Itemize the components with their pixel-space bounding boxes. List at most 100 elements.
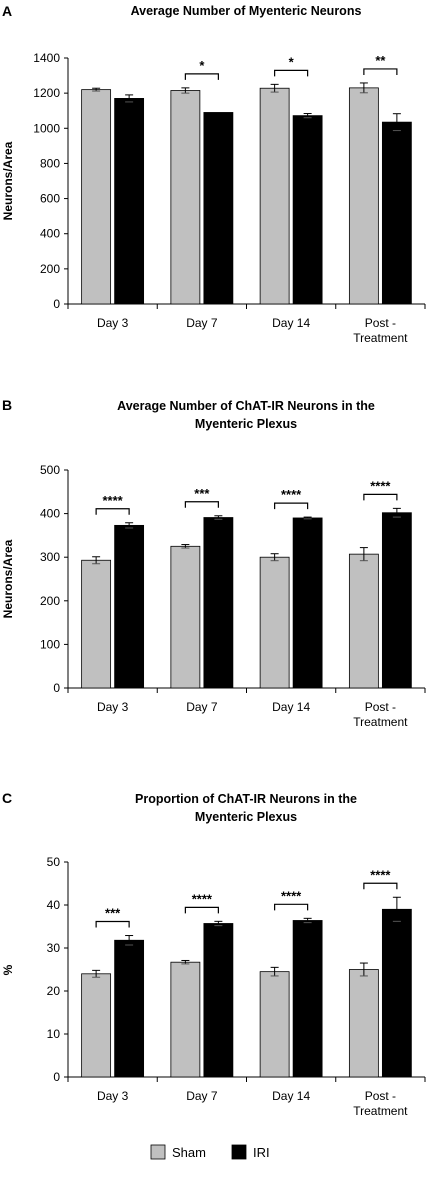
significance-label: ** [375,53,386,68]
chart-panel-a: A Average Number of Myenteric Neurons Neur… [1,3,426,345]
panel-letter: B [2,397,12,413]
significance-label: * [289,54,295,69]
panel-letter: C [2,790,12,806]
bar-sham [259,87,290,305]
bar-iri [114,524,145,689]
chart-panel-b: B Average Number of ChAT-IR Neurons in th… [1,397,426,729]
bar-iri [203,923,234,1078]
bar-iri [292,517,323,689]
y-axis-label: Neurons/Area [1,539,15,618]
bar-iri [114,939,145,1078]
significance-label: **** [370,867,391,882]
significance-bracket [274,502,309,510]
significance-bracket [363,493,398,501]
x-category-label: Day 3 [97,700,129,714]
bar-sham [259,556,290,689]
y-tick-label: 500 [40,463,60,477]
x-category-label: Post - [365,316,396,330]
x-category-label: Day 14 [272,316,310,330]
panel-letter: A [2,3,12,19]
significance-bracket [363,68,398,75]
y-tick-label: 400 [40,507,60,521]
significance-bracket [363,882,398,890]
y-tick-label: 1400 [33,51,60,65]
bar-sham [81,89,112,305]
legend-swatch [150,1144,166,1160]
bar-sham [170,90,201,305]
y-tick-label: 50 [47,855,61,869]
bar-iri [381,908,412,1078]
significance-bracket [95,508,130,515]
y-axis-label: % [1,964,15,975]
bar-iri [203,112,234,305]
significance-label: *** [105,906,121,921]
y-tick-label: 0 [53,1070,60,1084]
significance-bracket [184,73,219,80]
x-category-label: Post - [365,700,396,714]
bar-iri [203,517,234,689]
significance-label: **** [281,888,302,903]
y-tick-label: 0 [53,681,60,695]
significance-bracket [274,903,309,911]
significance-bracket [95,920,130,928]
x-category-label: Day 14 [272,700,310,714]
bar-sham [259,971,290,1078]
legend-label: IRI [253,1145,270,1160]
significance-bracket [184,501,219,508]
y-tick-label: 600 [40,192,60,206]
bar-iri [292,115,323,305]
y-tick-label: 10 [47,1027,61,1041]
chart-title: Myenteric Plexus [195,810,297,824]
significance-label: **** [281,487,302,502]
y-tick-label: 30 [47,941,61,955]
y-tick-label: 400 [40,227,60,241]
bar-sham [170,961,201,1078]
x-category-label: Day 7 [186,700,218,714]
x-category-label: Day 14 [272,1089,310,1103]
y-tick-label: 800 [40,156,60,170]
y-axis-label: Neurons/Area [1,141,15,220]
legend-swatch [231,1144,247,1160]
y-tick-label: 1000 [33,121,60,135]
x-category-label: Treatment [353,331,408,345]
bar-iri [114,98,145,305]
y-tick-label: 40 [47,898,61,912]
chart-title: Average Number of ChAT-IR Neurons in the [117,399,375,413]
x-category-label: Day 7 [186,1089,218,1103]
y-tick-label: 200 [40,594,60,608]
significance-label: *** [194,486,210,501]
x-category-label: Treatment [353,1104,408,1118]
x-category-label: Day 3 [97,1089,129,1103]
legend-label: Sham [172,1145,206,1160]
y-tick-label: 300 [40,550,60,564]
bar-iri [381,512,412,689]
x-category-label: Post - [365,1089,396,1103]
bar-sham [348,553,379,689]
y-tick-label: 20 [47,984,61,998]
bar-sham [348,87,379,305]
bar-iri [292,920,323,1078]
bar-sham [348,969,379,1078]
y-tick-label: 200 [40,262,60,276]
legend: Sham IRI [150,1144,270,1160]
y-tick-label: 1200 [33,86,60,100]
y-tick-label: 0 [53,297,60,311]
significance-label: **** [103,493,124,508]
chart-title: Proportion of ChAT-IR Neurons in the [135,792,357,806]
x-category-label: Day 7 [186,316,218,330]
bar-sham [170,545,201,689]
y-tick-label: 100 [40,637,60,651]
chart-title: Average Number of Myenteric Neurons [131,4,362,18]
bar-sham [81,559,112,689]
significance-bracket [184,906,219,914]
x-category-label: Day 3 [97,316,129,330]
bar-iri [381,121,412,305]
chart-panel-c: C Proportion of ChAT-IR Neurons in the Mye… [1,790,426,1118]
chart-title: Myenteric Plexus [195,417,297,431]
bar-sham [81,973,112,1078]
x-category-label: Treatment [353,715,408,729]
significance-label: * [199,58,205,73]
significance-bracket [274,69,309,77]
significance-label: **** [192,891,213,906]
